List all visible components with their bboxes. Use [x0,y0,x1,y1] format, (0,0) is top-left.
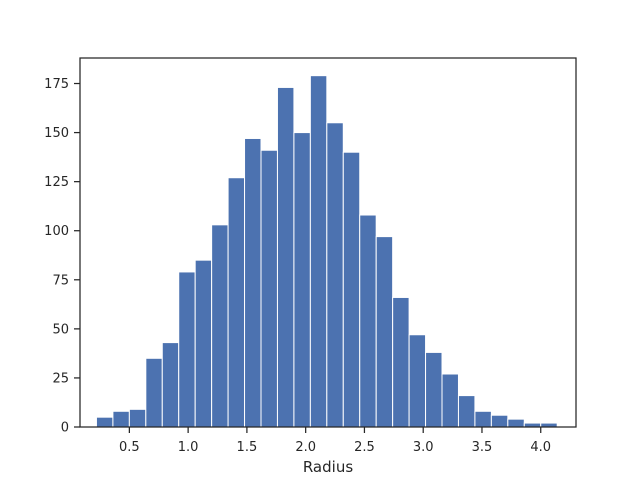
histogram-bar [474,410,492,428]
x-tick-label: 3.0 [413,440,434,455]
histogram-bar [194,259,213,428]
histogram-bar [408,334,427,428]
x-tick-label: 4.0 [530,440,551,455]
y-tick-label: 75 [52,273,69,288]
y-tick-label: 25 [52,371,69,386]
histogram-bar [128,408,147,428]
histogram-bar [425,351,443,428]
y-tick-label: 0 [61,421,69,436]
y-ticks-group: 0 25 50 75 100 125 150 175 [44,77,80,436]
y-tick-label: 175 [44,77,69,92]
x-ticks-group: 0.5 1.0 1.5 2.0 2.5 3.0 3.5 4.0 [119,427,551,455]
histogram-bar [227,177,246,428]
histogram-bar [161,342,180,428]
histogram-bar [375,236,394,428]
histogram-bar [293,132,311,428]
x-tick-label: 1.5 [237,440,258,455]
histogram-bar [392,296,410,428]
histogram-bar [441,373,459,428]
histogram-bar [457,395,476,428]
histogram-bar [309,75,328,428]
x-tick-label: 2.5 [354,440,375,455]
histogram-bar [359,214,377,428]
x-tick-label: 0.5 [119,440,140,455]
histogram-bar [178,271,196,428]
x-tick-label: 1.0 [178,440,199,455]
histogram-bar [244,137,262,428]
x-axis-label: Radius [303,458,353,476]
histogram-bar [260,149,278,428]
histogram-bar [490,414,509,428]
plot-frame [79,57,577,428]
y-tick-label: 100 [44,224,69,239]
y-tick-label: 50 [52,322,69,337]
y-tick-label: 150 [44,126,69,141]
y-tick-label: 125 [44,175,69,190]
histogram-bar [326,122,344,428]
histogram-bar [342,151,361,428]
histogram-bar [507,418,525,428]
histogram-bar [145,357,163,428]
histogram-bar [112,410,130,428]
x-tick-label: 3.5 [472,440,493,455]
x-tick-label: 2.0 [295,440,316,455]
bars-group [95,75,558,428]
histogram-bar [276,86,295,428]
histogram-bar [95,416,114,428]
histogram-bar [211,224,229,428]
